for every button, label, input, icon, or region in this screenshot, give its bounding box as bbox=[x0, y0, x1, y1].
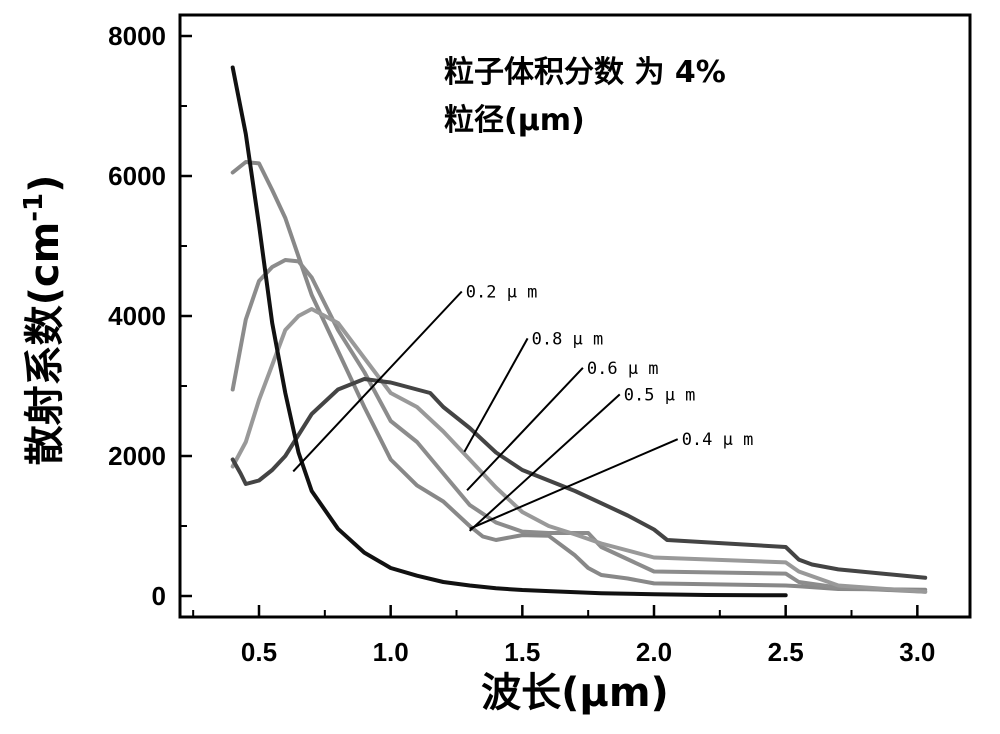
callout-label-0_6: 0.6 μ m bbox=[587, 359, 659, 379]
callout-lines: 0.2 μ m 0.8 μ m 0.6 μ m 0.5 μ m 0.4 μ m bbox=[292, 283, 754, 532]
callout-line-0_4 bbox=[469, 438, 679, 530]
axis-ticks bbox=[180, 34, 919, 617]
y-axis-title: 散射系数(cm-1) bbox=[19, 175, 68, 466]
callout-line-0_2 bbox=[292, 290, 463, 473]
callout-label-0_4: 0.4 μ m bbox=[682, 430, 754, 450]
series-curves bbox=[230, 65, 928, 598]
callout-label-0_2: 0.2 μ m bbox=[466, 283, 538, 303]
callout-label-0_8: 0.8 μ m bbox=[532, 329, 604, 349]
callout-line-0_5 bbox=[468, 393, 621, 532]
y-axis-title-main: 散射系数(cm bbox=[22, 222, 68, 466]
y-tick-label: 4000 bbox=[108, 301, 166, 331]
x-tick-label: 0.5 bbox=[241, 637, 277, 667]
y-tick-label: 2000 bbox=[108, 441, 166, 471]
y-tick-label: 0 bbox=[152, 581, 166, 611]
annotation-volume-fraction: 粒子体积分数 为 4% bbox=[444, 55, 726, 90]
callout-label-0_5: 0.5 μ m bbox=[624, 385, 696, 405]
x-tick-label: 2.5 bbox=[768, 637, 804, 667]
series-line-0_6 bbox=[230, 307, 928, 594]
series-line-0_8 bbox=[230, 377, 928, 580]
y-axis-title-sup: -1 bbox=[19, 193, 49, 222]
x-tick-label: 3.0 bbox=[899, 637, 935, 667]
x-axis-title: 波长(μm) bbox=[481, 670, 669, 716]
x-tick-label: 2.0 bbox=[636, 637, 672, 667]
y-tick-label: 6000 bbox=[108, 161, 166, 191]
series-line-0_5 bbox=[230, 258, 928, 594]
x-tick-label: 1.0 bbox=[373, 637, 409, 667]
series-line-0_4 bbox=[230, 160, 928, 592]
y-tick-label: 8000 bbox=[108, 21, 166, 51]
x-tick-label: 1.5 bbox=[504, 637, 540, 667]
series-line-0_2 bbox=[230, 65, 788, 598]
callout-line-0_6 bbox=[466, 367, 584, 491]
callout-line-0_8 bbox=[463, 337, 529, 453]
annotation-particle-size: 粒径(μm) bbox=[444, 103, 585, 138]
tick-labels: 0.5 1.0 1.5 2.0 2.5 3.0 0 2000 4000 6000 8000 bbox=[108, 21, 935, 667]
y-axis-title-close: ) bbox=[22, 175, 68, 193]
